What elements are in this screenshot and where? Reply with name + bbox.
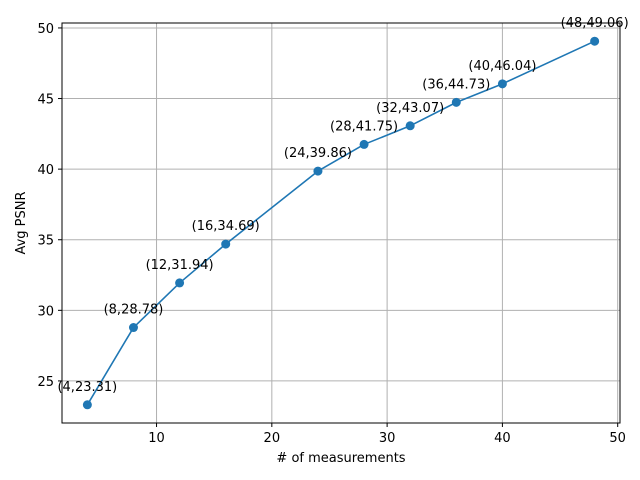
data-point bbox=[221, 239, 231, 249]
x-tick-label: 30 bbox=[379, 431, 396, 446]
data-point bbox=[175, 278, 185, 288]
x-tick-label: 20 bbox=[264, 431, 281, 446]
data-point bbox=[313, 166, 323, 176]
data-point bbox=[451, 97, 461, 107]
data-point-label: (12,31.94) bbox=[146, 258, 214, 273]
data-point-label: (8,28.78) bbox=[104, 303, 164, 318]
data-labels: (4,23.31) (8,28.78) (12,31.94) (16,34.69) (2… bbox=[57, 16, 628, 395]
series-line bbox=[86, 40, 595, 406]
data-point-label: (36,44.73) bbox=[422, 77, 490, 92]
plot-frame bbox=[61, 22, 621, 424]
y-tick-label: 45 bbox=[37, 93, 54, 108]
x-tick-label: 10 bbox=[148, 431, 165, 446]
y-axis-label: Avg PSNR bbox=[14, 191, 29, 254]
y-tick-label: 25 bbox=[37, 375, 54, 390]
data-point bbox=[497, 79, 507, 89]
data-point bbox=[82, 400, 92, 410]
data-point-label: (32,43.07) bbox=[376, 101, 444, 116]
data-point-label: (24,39.86) bbox=[284, 146, 352, 161]
x-tick-label: 40 bbox=[494, 431, 511, 446]
axis-ticks: 10 20 30 40 50 25 30 35 40 45 50 bbox=[37, 22, 626, 446]
data-point bbox=[359, 139, 369, 149]
x-axis-label: # of measurements bbox=[276, 451, 405, 466]
series-layer bbox=[82, 36, 600, 410]
data-point bbox=[590, 36, 600, 46]
y-tick-label: 40 bbox=[37, 163, 54, 178]
data-point-label: (40,46.04) bbox=[468, 59, 536, 74]
x-tick-label: 50 bbox=[609, 431, 626, 446]
data-point-label: (28,41.75) bbox=[330, 119, 398, 134]
data-point bbox=[405, 121, 415, 131]
data-point-label: (48,49.06) bbox=[561, 16, 629, 31]
data-point bbox=[128, 323, 138, 333]
data-point-label: (4,23.31) bbox=[57, 380, 117, 395]
data-point-label: (16,34.69) bbox=[192, 219, 260, 234]
y-tick-label: 35 bbox=[37, 234, 54, 249]
grid-lines bbox=[62, 23, 620, 423]
y-tick-label: 30 bbox=[37, 304, 54, 319]
y-tick-label: 50 bbox=[37, 22, 54, 37]
